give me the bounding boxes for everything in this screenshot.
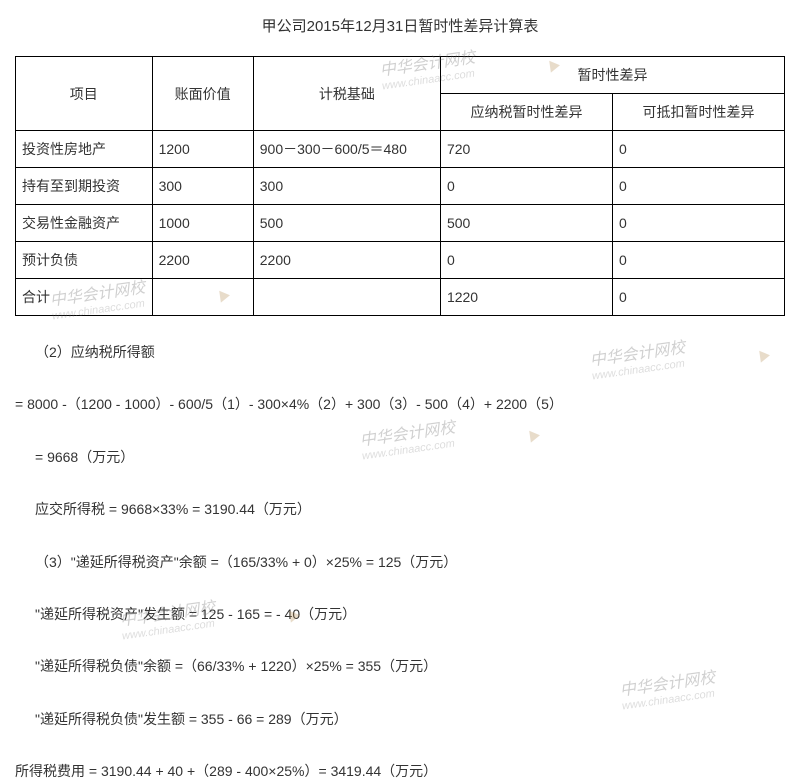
table-row: 投资性房地产 1200 900－300－600/5＝480 720 0 bbox=[16, 131, 785, 168]
cell-book: 1000 bbox=[152, 205, 253, 242]
cell-tax bbox=[253, 279, 440, 316]
table-row: 交易性金融资产 1000 500 500 0 bbox=[16, 205, 785, 242]
cell-tax: 2200 bbox=[253, 242, 440, 279]
cell-taxable: 500 bbox=[440, 205, 612, 242]
cell-book: 300 bbox=[152, 168, 253, 205]
cell-book bbox=[152, 279, 253, 316]
cell-deductible: 0 bbox=[612, 242, 784, 279]
cell-tax: 500 bbox=[253, 205, 440, 242]
cell-tax: 300 bbox=[253, 168, 440, 205]
cell-taxable: 1220 bbox=[440, 279, 612, 316]
cell-item: 合计 bbox=[16, 279, 153, 316]
table-row: 持有至到期投资 300 300 0 0 bbox=[16, 168, 785, 205]
th-taxable: 应纳税暂时性差异 bbox=[440, 94, 612, 131]
cell-taxable: 0 bbox=[440, 242, 612, 279]
calc-line: = 8000 -（1200 - 1000）- 600/5（1）- 300×4%（… bbox=[15, 393, 785, 415]
watermark-icon bbox=[529, 429, 541, 442]
calc-line: "递延所得税负债"发生额 = 355 - 66 = 289（万元） bbox=[15, 708, 785, 730]
th-deductible: 可抵扣暂时性差异 bbox=[612, 94, 784, 131]
cell-deductible: 0 bbox=[612, 205, 784, 242]
calc-line: "递延所得税负债"余额 =（66/33% + 1220）×25% = 355（万… bbox=[15, 655, 785, 677]
calc-line: （2）应纳税所得额 bbox=[15, 341, 785, 363]
calc-line: "递延所得税资产"发生额 = 125 - 165 = - 40（万元） bbox=[15, 603, 785, 625]
cell-deductible: 0 bbox=[612, 168, 784, 205]
diff-table: 项目 账面价值 计税基础 暂时性差异 应纳税暂时性差异 可抵扣暂时性差异 投资性… bbox=[15, 56, 785, 316]
cell-item: 投资性房地产 bbox=[16, 131, 153, 168]
cell-tax: 900－300－600/5＝480 bbox=[253, 131, 440, 168]
calc-line: 所得税费用 = 3190.44 + 40 +（289 - 400×25%）= 3… bbox=[15, 760, 785, 782]
th-tax: 计税基础 bbox=[253, 57, 440, 131]
cell-deductible: 0 bbox=[612, 131, 784, 168]
th-item: 项目 bbox=[16, 57, 153, 131]
cell-item: 持有至到期投资 bbox=[16, 168, 153, 205]
cell-book: 1200 bbox=[152, 131, 253, 168]
calc-line: 应交所得税 = 9668×33% = 3190.44（万元） bbox=[15, 498, 785, 520]
cell-book: 2200 bbox=[152, 242, 253, 279]
cell-deductible: 0 bbox=[612, 279, 784, 316]
cell-taxable: 720 bbox=[440, 131, 612, 168]
table-row: 预计负债 2200 2200 0 0 bbox=[16, 242, 785, 279]
th-book: 账面价值 bbox=[152, 57, 253, 131]
cell-item: 预计负债 bbox=[16, 242, 153, 279]
cell-taxable: 0 bbox=[440, 168, 612, 205]
cell-item: 交易性金融资产 bbox=[16, 205, 153, 242]
page-title: 甲公司2015年12月31日暂时性差异计算表 bbox=[15, 15, 785, 36]
th-tempdiff: 暂时性差异 bbox=[440, 57, 784, 94]
calc-line: = 9668（万元） bbox=[15, 446, 785, 468]
calc-line: （3）"递延所得税资产"余额 =（165/33% + 0）×25% = 125（… bbox=[15, 551, 785, 573]
table-row: 合计 1220 0 bbox=[16, 279, 785, 316]
